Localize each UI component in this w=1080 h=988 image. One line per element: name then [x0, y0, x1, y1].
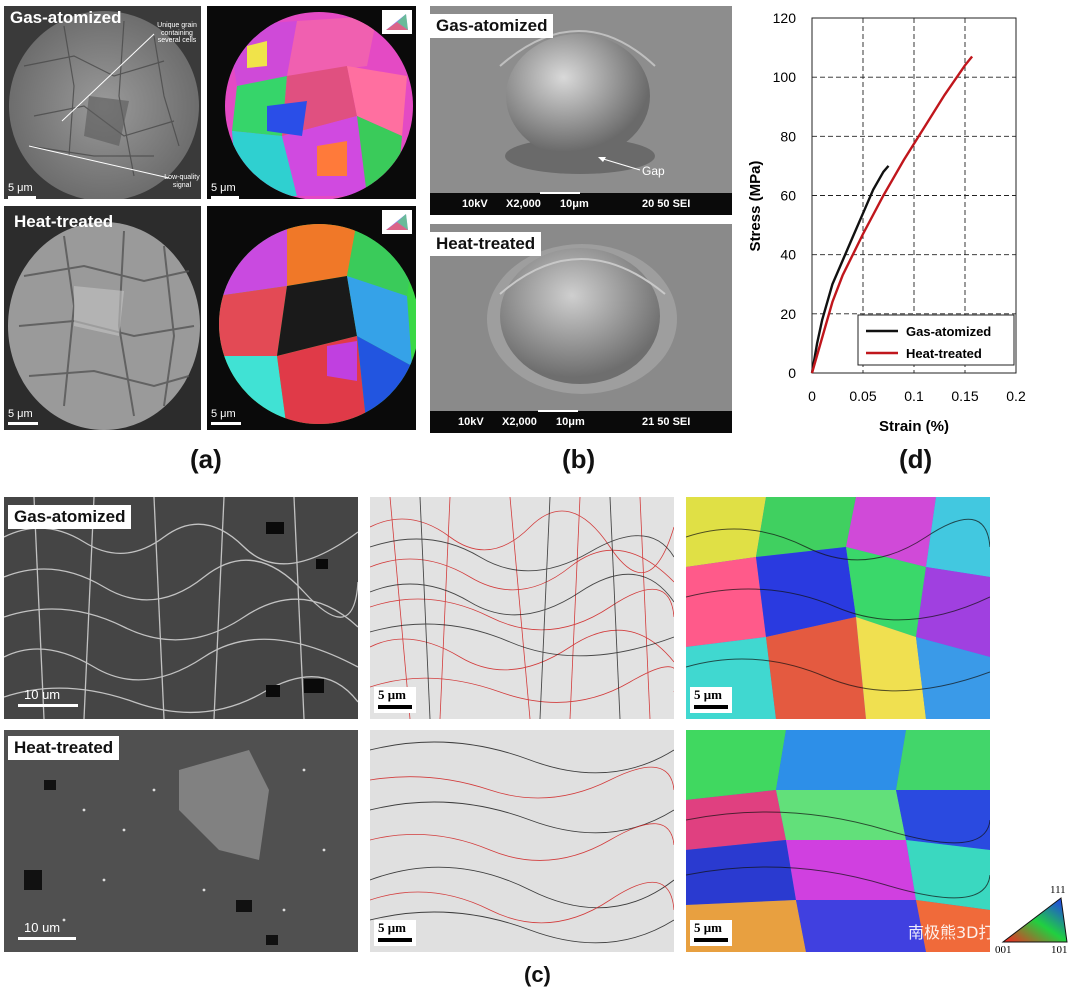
bse-microstructure-image: [4, 730, 358, 952]
scale-bar-label: 5 μm: [694, 920, 722, 936]
panel-c-gas-ebsd: 5 μm: [686, 497, 990, 719]
panel-b-heat-sem: Heat-treated 10kV X2,000 10μm 21 50 SEI: [430, 224, 732, 433]
sem-scale-bar: [538, 410, 578, 412]
ebsd-gas-map: [207, 6, 416, 199]
heat-treated-label: Heat-treated: [8, 210, 119, 234]
panel-c-heat-bse: Heat-treated 10 um: [4, 730, 358, 952]
chart-legend: Gas-atomized Heat-treated: [858, 315, 1014, 365]
grain-boundary-map: [370, 730, 674, 952]
sem-kv: 10kV: [462, 198, 488, 210]
scale-bar-label: 10 um: [24, 687, 60, 702]
x-tick-label: 0.2: [1006, 388, 1026, 404]
x-tick-label: 0.15: [951, 388, 978, 404]
scale-bar: [18, 937, 76, 940]
y-tick-label: 20: [780, 306, 796, 322]
watermark: 南极熊3D打印: [908, 919, 1011, 943]
gap-arrow: [430, 6, 732, 215]
ipf-label-001: 001: [995, 944, 1012, 956]
scale-bar: [18, 704, 78, 707]
y-tick-label: 100: [773, 69, 797, 85]
sem-kv: 10kV: [458, 416, 484, 428]
scale-bar: [211, 196, 239, 199]
panel-a-heat-bse: Heat-treated 5 μm: [4, 206, 201, 430]
panel-b-gas-sem: Gas-atomized Gap 10kV X2,000 10μm 20 50 …: [430, 6, 732, 215]
stress-strain-chart: 0 0.05 0.1 0.15 0.2 0 20 40 60 80 100 120 Gas-atomi…: [742, 6, 1076, 446]
panel-c-heat-boundary: 5 μm: [370, 730, 674, 952]
legend-label: Gas-atomized: [906, 324, 991, 339]
scale-bar-label: 5 μm: [378, 687, 406, 703]
y-tick-label: 120: [773, 10, 797, 26]
gas-atomized-label: Gas-atomized: [8, 505, 131, 529]
scale-bar-label: 5 μm: [211, 182, 236, 194]
caption-d: (d): [899, 444, 932, 475]
ipf-triangle-icon: [382, 10, 412, 34]
x-tick-label: 0.1: [904, 388, 924, 404]
heat-treated-label: Heat-treated: [430, 232, 541, 256]
scale-bar: [694, 938, 728, 942]
scale-bar: [378, 705, 412, 709]
x-tick-label: 0.05: [849, 388, 876, 404]
scale-bar-label: 5 μm: [694, 687, 722, 703]
panel-c-gas-boundary: 5 μm: [370, 497, 674, 719]
scale-bar: [211, 422, 241, 425]
scale-bar-label: 5 μm: [211, 408, 236, 420]
y-tick-label: 0: [788, 365, 796, 381]
sem-mag: X2,000: [502, 416, 537, 428]
sem-mag: X2,000: [506, 198, 541, 210]
sem-id: 21 50 SEI: [642, 416, 690, 428]
panel-a-gas-bse: Gas-atomized Unique grain containing sev…: [4, 6, 201, 199]
y-tick-label: 40: [780, 247, 796, 263]
caption-c-partial: (c): [524, 962, 551, 988]
caption-b: (b): [562, 444, 595, 475]
heat-treated-label: Heat-treated: [8, 736, 119, 760]
scale-bar-label: 5 μm: [8, 408, 33, 420]
y-tick-label: 80: [780, 128, 796, 144]
x-axis-label: Strain (%): [879, 418, 949, 435]
ebsd-ipf-map: [686, 497, 990, 719]
panel-c-gas-bse: Gas-atomized 10 um: [4, 497, 358, 719]
scale-bar: [8, 196, 36, 199]
bse-grain-image: [4, 206, 201, 430]
chart-svg: 0 0.05 0.1 0.15 0.2 0 20 40 60 80 100 120 Gas-atomi…: [742, 6, 1076, 446]
scale-bar-label: 5 μm: [8, 182, 33, 194]
sem-info-bar: 10kV X2,000 10μm 21 50 SEI: [430, 411, 732, 433]
caption-a: (a): [190, 444, 222, 475]
scale-bar-label: 10 um: [24, 920, 60, 935]
y-axis-label: Stress (MPa): [747, 161, 764, 252]
ebsd-heat-map: [207, 206, 416, 430]
panel-a-heat-ebsd: 5 μm: [207, 206, 416, 430]
sem-id: 20 50 SEI: [642, 198, 690, 210]
x-tick-label: 0: [808, 388, 816, 404]
scale-bar: [8, 422, 38, 425]
annotation-lines: [4, 6, 201, 199]
sem-scale: 10μm: [560, 198, 589, 210]
sem-scale: 10μm: [556, 416, 585, 428]
y-tick-label: 60: [780, 188, 796, 204]
scale-bar: [694, 705, 728, 709]
scale-bar: [378, 938, 412, 942]
grain-boundary-map: [370, 497, 674, 719]
sem-scale-bar: [540, 192, 580, 194]
bse-microstructure-image: [4, 497, 358, 719]
legend-label: Heat-treated: [906, 346, 982, 361]
panel-a-gas-ebsd: 5 μm: [207, 6, 416, 199]
scale-bar-label: 5 μm: [378, 920, 406, 936]
ipf-triangle-icon: [382, 210, 412, 234]
ipf-label-101: 101: [1051, 944, 1068, 956]
ipf-label-111: 111: [1050, 884, 1066, 896]
sem-info-bar: 10kV X2,000 10μm 20 50 SEI: [430, 193, 732, 215]
